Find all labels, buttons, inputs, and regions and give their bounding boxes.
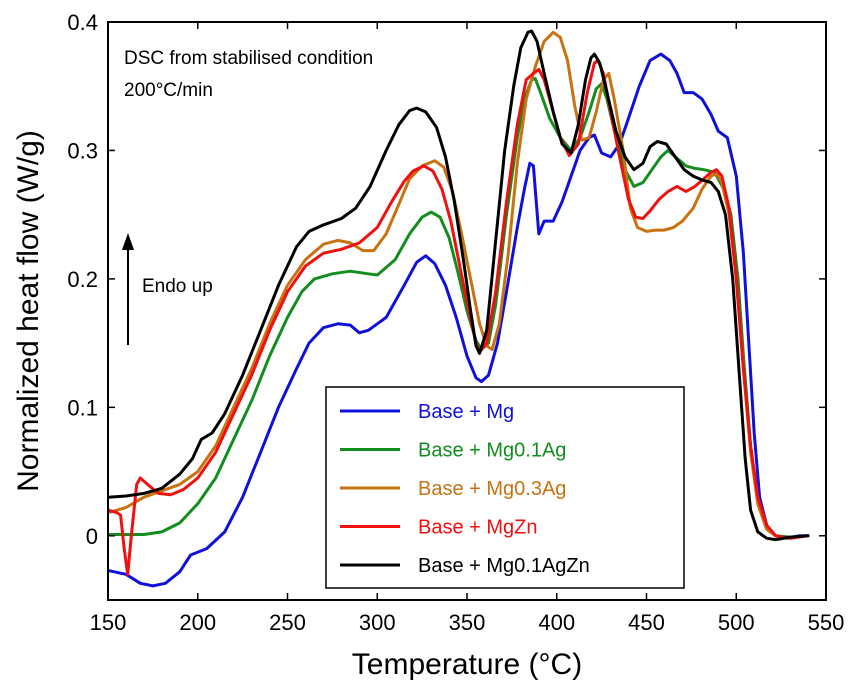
legend-label: Base + Mg (418, 401, 514, 423)
y-tick-label: 0.1 (67, 395, 98, 420)
ticks-layer: 150 200 250 300 350 400 450 500 550 0 0.1 0.2 0.3 0.4 (67, 10, 844, 635)
endo-up-label: Endo up (142, 276, 213, 297)
x-tick-label: 350 (449, 610, 486, 635)
series-layer (108, 29, 810, 588)
legend-label: Base + Mg0.1Ag (418, 440, 566, 462)
y-tick-label: 0.3 (67, 138, 98, 163)
plot-area: 150 200 250 300 350 400 450 500 550 0 0.1 0.2 0.3 0.4 (67, 10, 844, 635)
x-tick-label: 250 (269, 610, 306, 635)
legend: Base + Mg Base + Mg0.1Ag Base + Mg0.3Ag Bas… (325, 386, 685, 589)
y-axis-label: Normalized heat flow (W/g) (12, 130, 45, 492)
y-tick-label: 0 (86, 524, 98, 549)
x-tick-label: 550 (808, 610, 845, 635)
y-tick-label: 0.2 (67, 267, 98, 292)
annotation-condition: DSC from stabilised condition (124, 48, 373, 69)
x-tick-label: 450 (628, 610, 665, 635)
series-line-3 (108, 30, 810, 540)
legend-label: Base + MgZn (418, 517, 538, 539)
series-line-5 (108, 29, 810, 542)
y-tick-label: 0.4 (67, 10, 98, 35)
annotation-rate: 200°C/min (124, 80, 213, 101)
x-tick-label: 200 (179, 610, 216, 635)
x-tick-label: 500 (718, 610, 755, 635)
endo-up-indicator: Endo up (122, 233, 213, 345)
series-line-1 (108, 52, 810, 588)
x-axis-label: Temperature (°C) (352, 648, 582, 681)
x-tick-label: 150 (90, 610, 127, 635)
legend-label: Base + Mg0.1AgZn (418, 555, 590, 577)
up-arrow-icon (122, 233, 134, 250)
x-tick-label: 400 (538, 610, 575, 635)
legend-label: Base + Mg0.3Ag (418, 478, 566, 500)
x-tick-label: 300 (359, 610, 396, 635)
